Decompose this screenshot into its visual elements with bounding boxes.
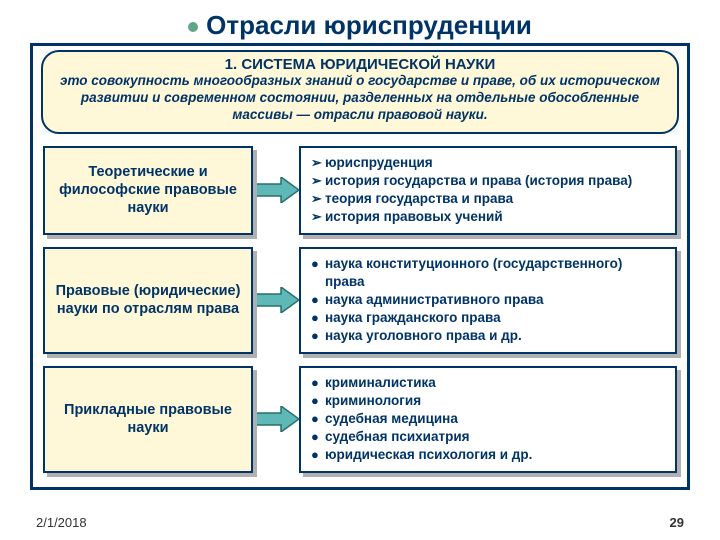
items-box: ➢юриспруденция➢история государства и пра… [299, 146, 677, 235]
category-label: Прикладные правовые науки [43, 366, 253, 473]
footer-date: 2/1/2018 [36, 515, 87, 530]
header-line1: 1. СИСТЕМА ЮРИДИЧЕСКОЙ НАУКИ [59, 56, 661, 73]
rows-container: Теоретические и философские правовые нау… [33, 140, 687, 477]
list-item: ●наука уголовного права и др. [311, 327, 665, 345]
list-item-text: юриспруденция [325, 154, 433, 172]
arrow-icon [253, 247, 299, 354]
list-item: ●криминалистика [311, 374, 665, 392]
bullet-icon: ➢ [311, 208, 325, 226]
bullet-icon: ● [311, 374, 325, 392]
bullet-icon: ➢ [311, 190, 325, 208]
list-item: ➢история правовых учений [311, 208, 665, 226]
list-item-text: история правовых учений [325, 208, 503, 226]
arrow-icon [253, 146, 299, 235]
footer: 2/1/2018 29 [0, 515, 720, 530]
diagram-row: Правовые (юридические) науки по отраслям… [43, 247, 677, 354]
footer-page: 29 [670, 515, 684, 530]
list-item-text: юридическая психология и др. [325, 446, 532, 464]
category-label: Теоретические и философские правовые нау… [43, 146, 253, 235]
bullet-icon: ● [311, 410, 325, 428]
items-box: ●наука конституционного (государственног… [299, 247, 677, 354]
diagram-row: Прикладные правовые науки ●криминалистик… [43, 366, 677, 473]
list-item: ●судебная психиатрия [311, 428, 665, 446]
list-item-text: наука конституционного (государственного… [325, 255, 665, 291]
title-text: Отрасли юриспруденции [206, 10, 532, 40]
list-item: ●судебная медицина [311, 410, 665, 428]
list-item-text: наука гражданского права [325, 309, 501, 327]
list-item-text: история государства и права (история пра… [325, 172, 632, 190]
list-item-text: наука уголовного права и др. [325, 327, 522, 345]
page-title: Отрасли юриспруденции [0, 0, 720, 43]
list-item-text: криминология [325, 392, 421, 410]
list-item-text: судебная медицина [325, 410, 458, 428]
title-bullet-icon [188, 22, 198, 32]
bullet-icon: ➢ [311, 172, 325, 190]
bullet-icon: ● [311, 255, 325, 273]
category-box: Правовые (юридические) науки по отраслям… [43, 247, 253, 354]
list-item-text: криминалистика [325, 374, 436, 392]
bullet-icon: ● [311, 327, 325, 345]
main-frame: 1. СИСТЕМА ЮРИДИЧЕСКОЙ НАУКИ это совокуп… [30, 43, 690, 490]
arrow-icon [253, 366, 299, 473]
list-item-text: теория государства и права [325, 190, 513, 208]
bullet-icon: ● [311, 309, 325, 327]
header-text: это совокупность многообразных знаний о … [59, 73, 661, 124]
list-item: ●наука административного права [311, 291, 665, 309]
category-label: Правовые (юридические) науки по отраслям… [43, 247, 253, 354]
items-box: ●криминалистика●криминология●судебная ме… [299, 366, 677, 473]
bullet-icon: ● [311, 428, 325, 446]
list-item-text: судебная психиатрия [325, 428, 470, 446]
bullet-icon: ● [311, 446, 325, 464]
bullet-icon: ● [311, 291, 325, 309]
list-item: ➢история государства и права (история пр… [311, 172, 665, 190]
bullet-icon: ➢ [311, 154, 325, 172]
list-item: ●юридическая психология и др. [311, 446, 665, 464]
list-item-text: наука административного права [325, 291, 543, 309]
list-item: ➢юриспруденция [311, 154, 665, 172]
diagram-row: Теоретические и философские правовые нау… [43, 146, 677, 235]
list-item: ●наука конституционного (государственног… [311, 255, 665, 291]
header-box: 1. СИСТЕМА ЮРИДИЧЕСКОЙ НАУКИ это совокуп… [41, 50, 679, 134]
list-item: ➢теория государства и права [311, 190, 665, 208]
bullet-icon: ● [311, 392, 325, 410]
category-box: Прикладные правовые науки [43, 366, 253, 473]
list-item: ●криминология [311, 392, 665, 410]
category-box: Теоретические и философские правовые нау… [43, 146, 253, 235]
list-item: ●наука гражданского права [311, 309, 665, 327]
